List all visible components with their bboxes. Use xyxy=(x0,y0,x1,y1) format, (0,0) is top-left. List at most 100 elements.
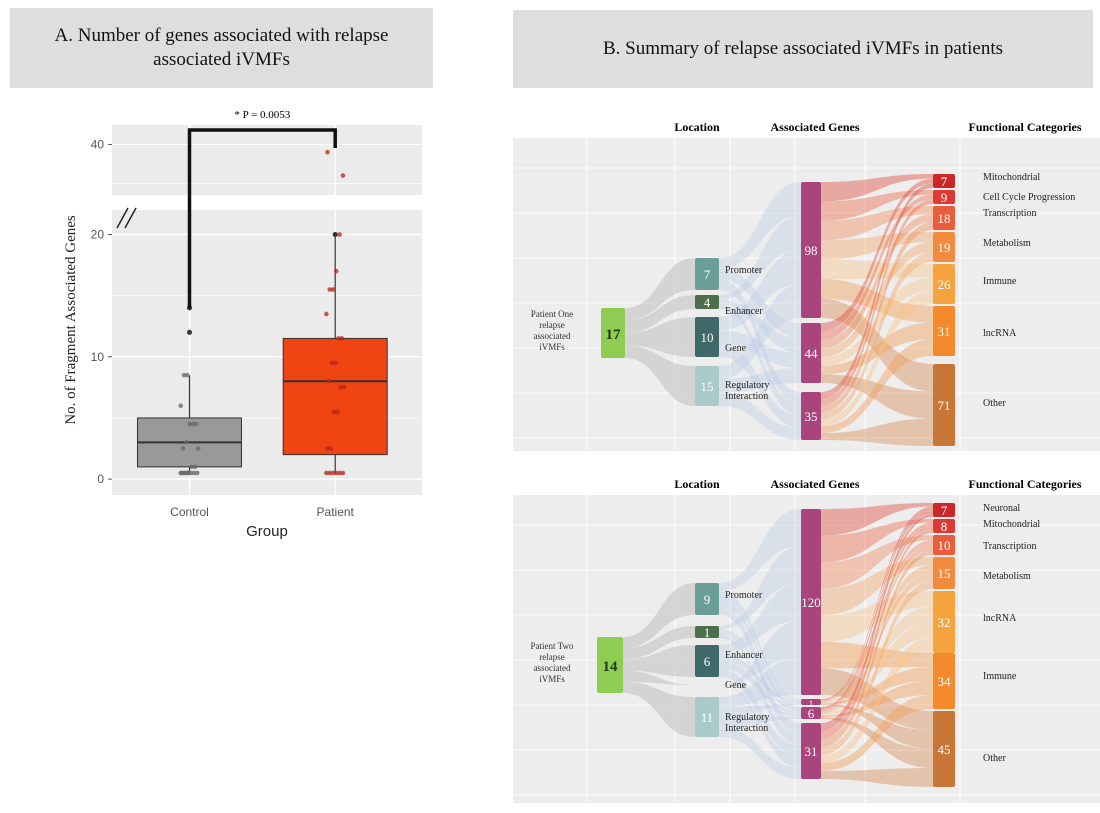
flow-location-gene xyxy=(719,629,801,702)
data-point xyxy=(181,372,187,378)
y-tick-label: 40 xyxy=(91,137,105,151)
flow-gene-category xyxy=(821,540,933,702)
source-node-value: 14 xyxy=(603,659,619,675)
data-point xyxy=(324,311,329,317)
flow-gene-category xyxy=(821,206,933,241)
flow-source-location xyxy=(623,626,695,660)
location-node xyxy=(695,366,719,406)
flow-location-gene xyxy=(719,343,801,428)
data-point xyxy=(338,385,344,390)
category-node xyxy=(933,174,955,188)
location-node-label: Enhancer xyxy=(725,650,763,661)
significance-label: * P = 0.0053 xyxy=(234,109,290,121)
data-point xyxy=(191,470,197,476)
category-node-value: 7 xyxy=(941,174,948,189)
data-point xyxy=(334,268,339,274)
flow-gene-category xyxy=(821,279,933,323)
category-node-label: Mitochondrial xyxy=(983,172,1040,183)
flow-gene-category xyxy=(821,526,933,711)
location-node-value: 1 xyxy=(704,625,711,640)
category-node-value: 15 xyxy=(938,566,951,581)
flow-location-gene xyxy=(719,392,801,440)
flow-gene-category xyxy=(821,606,933,704)
flow-location-gene xyxy=(719,685,801,717)
flow-gene-category xyxy=(821,214,933,349)
category-node-label: Transcription xyxy=(983,208,1037,219)
flow-gene-category xyxy=(821,717,933,768)
flow-location-gene xyxy=(719,182,801,269)
flow-gene-category xyxy=(821,510,933,709)
location-node-label: Promoter xyxy=(725,265,763,276)
category-node xyxy=(933,503,955,517)
category-node-label: Metabolism xyxy=(983,238,1031,249)
gene-node-value: 98 xyxy=(805,243,818,258)
flow-gene-category xyxy=(821,581,933,755)
column-header: Functional Categories xyxy=(969,120,1082,134)
flow-gene-category xyxy=(821,704,933,749)
sankey-patient-one: Location Associated Genes Functional Categ… xyxy=(513,120,1100,451)
flow-gene-category xyxy=(821,519,933,563)
category-node-label: Immune xyxy=(983,276,1017,287)
gene-node xyxy=(801,509,821,695)
category-node-label: Mitochondrial xyxy=(983,519,1040,530)
category-node-label: Other xyxy=(983,398,1006,409)
category-node-value: 18 xyxy=(938,211,951,226)
category-node-value: 26 xyxy=(938,277,952,292)
boxplot-chart: 0 10 20 40 Control Patient * P = 0.0053 Group No… xyxy=(63,109,422,540)
flow-gene-category xyxy=(821,557,933,616)
data-point xyxy=(325,149,330,155)
gene-node-value: 1 xyxy=(809,699,814,709)
source-node-value: 17 xyxy=(606,327,622,343)
flow-gene-category xyxy=(821,232,933,260)
column-header: Location xyxy=(674,477,720,491)
source-node-label: relapse xyxy=(539,652,564,662)
data-point xyxy=(182,470,188,476)
source-node-label: associated xyxy=(534,331,571,341)
gene-node xyxy=(801,723,821,779)
flow-gene-category xyxy=(821,667,933,705)
flow-gene-category xyxy=(821,668,933,730)
data-point xyxy=(187,421,192,427)
data-point xyxy=(340,470,346,476)
flow-source-location xyxy=(623,670,695,685)
outlier-point xyxy=(187,329,192,335)
data-point xyxy=(178,403,183,409)
outlier-point xyxy=(332,231,338,237)
data-point xyxy=(337,470,342,476)
location-node-value: 10 xyxy=(701,330,714,345)
flow-location-gene xyxy=(719,546,801,629)
flow-location-gene xyxy=(719,268,801,338)
flow-location-gene xyxy=(719,330,801,368)
category-node-value: 32 xyxy=(938,615,951,630)
category-node xyxy=(933,711,955,787)
flow-location-gene xyxy=(719,304,801,416)
flow-location-gene xyxy=(719,727,801,779)
data-point xyxy=(186,470,191,476)
category-node-label: Transcription xyxy=(983,541,1037,552)
data-point xyxy=(337,232,342,237)
flow-location-gene xyxy=(719,583,801,653)
flow-location-gene xyxy=(719,591,801,701)
significance-bracket xyxy=(187,128,337,308)
x-tick-label: Patient xyxy=(317,505,355,519)
flow-gene-category xyxy=(821,339,933,434)
data-point xyxy=(335,409,340,415)
data-point xyxy=(189,464,194,470)
flow-gene-category xyxy=(821,637,933,763)
flow-location-gene xyxy=(719,632,801,712)
location-node-value: 4 xyxy=(704,295,711,310)
axis-break-mark xyxy=(116,207,129,229)
source-node xyxy=(597,637,623,693)
data-point xyxy=(330,470,336,476)
location-node-label: Gene xyxy=(725,343,747,354)
location-node xyxy=(695,295,719,309)
data-point xyxy=(196,446,201,451)
category-node-label: Cell Cycle Progression xyxy=(983,192,1075,203)
flow-gene-category xyxy=(821,641,933,669)
box-patient xyxy=(282,337,388,456)
data-point xyxy=(332,360,338,366)
category-node-value: 71 xyxy=(938,398,951,413)
flow-location-gene xyxy=(719,216,801,300)
category-node-label: Metabolism xyxy=(983,571,1031,582)
panel-b-title: B. Summary of relapse associated iVMFs i… xyxy=(513,10,1093,88)
